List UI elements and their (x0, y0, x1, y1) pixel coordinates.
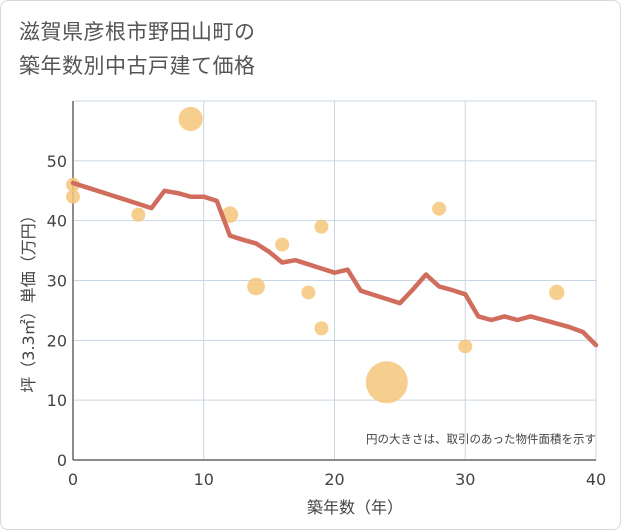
x-tick-label: 20 (324, 470, 344, 489)
data-bubble (365, 361, 408, 404)
average-series-line (70, 180, 599, 348)
y-tick-label: 0 (57, 451, 67, 470)
chart-title-line-1: 滋賀県彦根市野田山町の (19, 20, 256, 44)
y-tick-label: 50 (47, 152, 67, 171)
data-bubble (275, 237, 290, 252)
transaction-bubbles (66, 106, 565, 404)
chart-title: 滋賀県彦根市野田山町の 築年数別中古戸建て価格 (19, 15, 256, 83)
axis-labels: 築年数（年） 坪（3.3㎡）単価（万円） 円の大きさは、取引のあった物件面積を示… (19, 207, 596, 517)
data-bubble (314, 321, 329, 336)
x-tick-label: 10 (194, 470, 214, 489)
grid-lines (73, 100, 597, 460)
data-bubble (432, 201, 447, 216)
data-bubble (131, 207, 146, 222)
x-axis-label: 築年数（年） (307, 498, 403, 517)
y-axis-label: 坪（3.3㎡）単価（万円） (19, 207, 38, 392)
data-bubble (247, 277, 265, 296)
data-bubble (66, 189, 80, 204)
chart-title-line-2: 築年数別中古戸建て価格 (19, 54, 256, 78)
x-tick-label: 30 (455, 470, 475, 489)
size-note: 円の大きさは、取引のあった物件面積を示す (366, 432, 596, 446)
y-tick-label: 30 (47, 272, 67, 291)
data-bubble (549, 284, 565, 301)
x-tick-label: 40 (586, 470, 606, 489)
y-tick-label: 20 (47, 331, 67, 350)
axes: 0 10 20 30 40 50 0 10 20 30 40 (47, 101, 606, 489)
data-bubble (178, 106, 203, 132)
x-tick-label: 0 (68, 470, 78, 489)
data-bubble (301, 285, 316, 300)
average-price-line (70, 180, 599, 348)
y-tick-label: 10 (47, 391, 67, 410)
data-bubble (314, 219, 329, 234)
y-tick-label: 40 (47, 212, 67, 231)
data-bubble (458, 339, 473, 354)
